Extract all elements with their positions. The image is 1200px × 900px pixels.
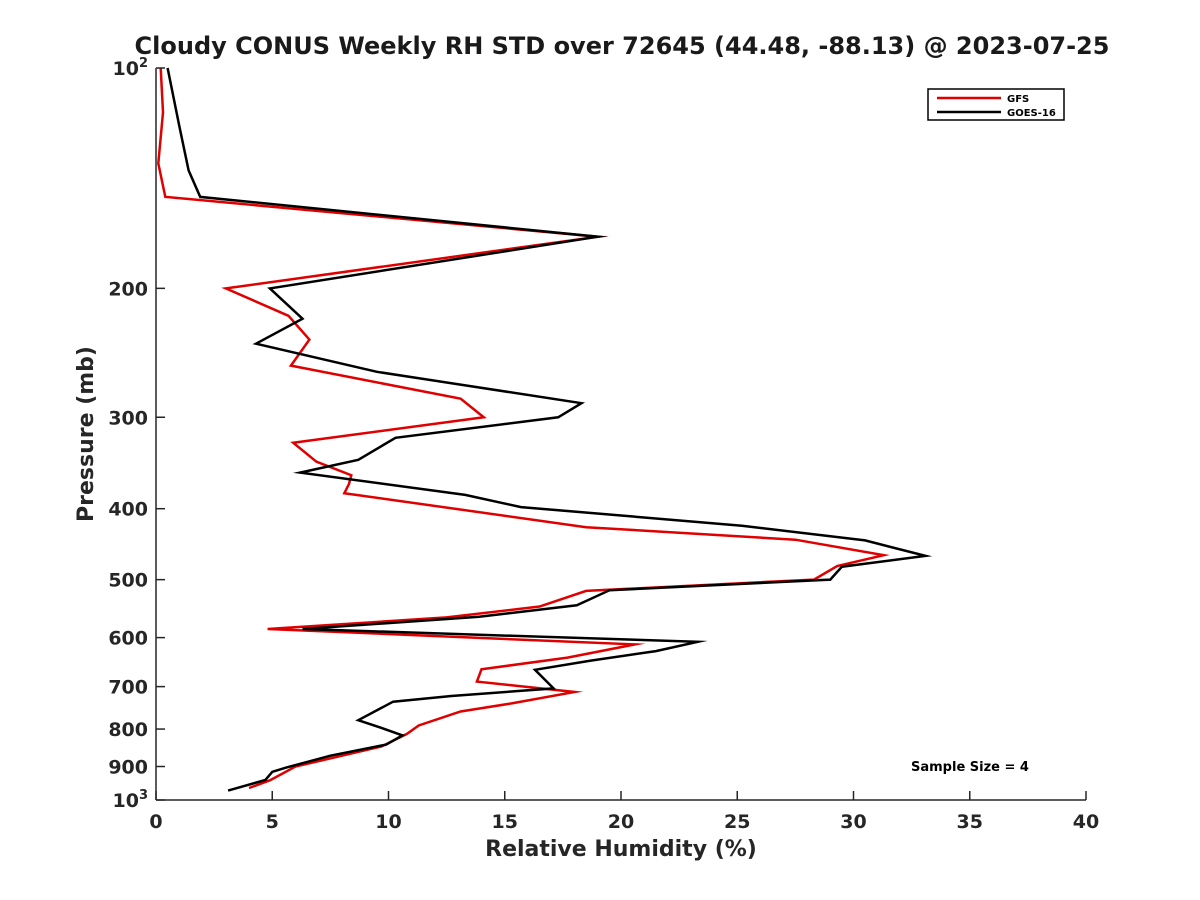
x-tick-label: 5: [266, 811, 279, 833]
x-axis-label: Relative Humidity (%): [485, 837, 757, 862]
y-tick-label: 102: [113, 56, 149, 80]
y-tick-label: 800: [108, 719, 148, 741]
legend: GFS GOES-16: [927, 88, 1065, 121]
x-tick-label: 15: [492, 811, 518, 833]
y-tick-label: 400: [108, 499, 148, 521]
x-tick-label: 25: [724, 811, 750, 833]
y-tick-label: 300: [108, 407, 148, 429]
x-tick-label: 10: [375, 811, 401, 833]
y-ticks: 102 200 300 400 500 600 700 800 900 103: [108, 56, 165, 812]
x-tick-label: 40: [1073, 811, 1099, 833]
series-line-goes-16: [166, 67, 933, 792]
series-line-gfs: [157, 67, 890, 790]
x-tick-label: 35: [957, 811, 983, 833]
chart-title: Cloudy CONUS Weekly RH STD over 72645 (4…: [135, 32, 1110, 60]
x-tick-label: 20: [608, 811, 634, 833]
sample-size-annotation: Sample Size = 4: [911, 760, 1029, 775]
y-tick-label: 103: [113, 788, 149, 812]
legend-box: [927, 88, 1065, 121]
y-tick-label: 200: [108, 278, 148, 300]
x-tick-label: 30: [840, 811, 866, 833]
x-tick-label: 0: [149, 811, 162, 833]
x-ticks: 0 5 10 15 20 25 30 35 40: [149, 791, 1099, 833]
y-tick-label: 600: [108, 628, 148, 650]
y-tick-label: 900: [108, 757, 148, 779]
legend-label: GFS: [1007, 94, 1029, 105]
y-tick-label: 500: [108, 570, 148, 592]
y-axis-label: Pressure (mb): [74, 346, 99, 522]
series-layer: [157, 67, 933, 792]
legend-label: GOES-16: [1007, 108, 1056, 119]
y-tick-label: 700: [108, 677, 148, 699]
